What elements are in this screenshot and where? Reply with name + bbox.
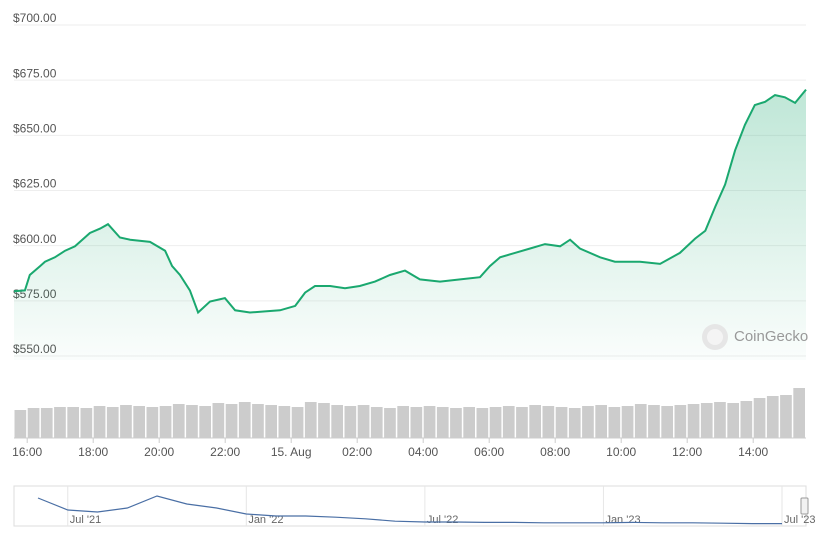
volume-bar <box>700 403 713 438</box>
volume-bar <box>291 407 304 438</box>
volume-bar <box>674 405 687 438</box>
volume-bar <box>542 406 555 438</box>
volume-bar <box>199 406 211 438</box>
volume-bar <box>714 402 726 438</box>
x-tick-label: 08:00 <box>540 445 570 459</box>
volume-bar <box>212 403 225 438</box>
x-tick-label: 15. Aug <box>271 445 312 459</box>
volume-bar <box>450 408 462 438</box>
volume-bar <box>14 410 27 438</box>
volume-bar <box>225 404 238 438</box>
navigator-line <box>37 495 782 525</box>
y-tick-label: $650.00 <box>13 122 57 136</box>
brand: CoinGecko <box>734 328 808 345</box>
volume-bar <box>463 407 475 438</box>
volume-bar <box>595 405 607 438</box>
volume-bar <box>252 404 264 438</box>
y-tick-label: $675.00 <box>13 66 57 80</box>
volume-bar <box>120 405 132 438</box>
watermark: CoinGecko <box>702 324 808 350</box>
volume-bar <box>331 405 343 438</box>
volume-bar <box>384 408 396 438</box>
volume-bar <box>133 406 145 438</box>
navigator-label: Jul '22 <box>427 514 458 526</box>
price-area <box>14 89 806 360</box>
volume-bar <box>555 407 568 438</box>
y-tick-label: $700.00 <box>13 11 57 25</box>
volume-bar <box>687 404 700 438</box>
volume-bar <box>318 403 330 438</box>
volume-bar <box>410 407 423 438</box>
x-tick-label: 10:00 <box>606 445 636 459</box>
x-tick-label: 06:00 <box>474 445 504 459</box>
volume-bar <box>489 407 502 438</box>
volume-bar <box>436 407 449 438</box>
volume-bar <box>661 406 673 438</box>
volume-bar <box>172 404 185 438</box>
volume-bar <box>502 406 515 438</box>
volume-bar <box>159 406 172 438</box>
navigator-label: Jul '21 <box>70 514 101 526</box>
price-line <box>13 88 807 315</box>
volume-bar <box>621 406 634 438</box>
volume-bar <box>793 388 805 438</box>
volume-bar <box>93 406 106 438</box>
volume-bar <box>67 407 79 438</box>
volume-bar <box>238 402 251 438</box>
navigator-handle <box>800 497 809 515</box>
x-tick-label: 20:00 <box>144 445 174 459</box>
volume-bar <box>753 398 766 438</box>
volume-bar <box>54 407 66 438</box>
volume-bar <box>727 403 739 438</box>
y-tick-label: $625.00 <box>13 177 57 191</box>
navigator-label: Jan '22 <box>248 514 283 526</box>
x-tick-label: 14:00 <box>738 445 768 459</box>
volume-bar <box>40 408 53 438</box>
volume-bar <box>304 402 317 438</box>
x-tick-label: 18:00 <box>78 445 108 459</box>
volume-bar <box>357 405 370 438</box>
x-tick-label: 16:00 <box>12 445 42 459</box>
x-tick-label: 12:00 <box>672 445 702 459</box>
volume-bar <box>740 401 753 438</box>
volume-bar <box>634 404 647 438</box>
x-tick-label: 04:00 <box>408 445 438 459</box>
volume-bar <box>146 407 159 438</box>
volume-bar <box>568 408 581 438</box>
volume-bar <box>516 407 528 438</box>
volume-bar <box>608 407 621 438</box>
volume-bar <box>766 396 779 438</box>
volume-bar <box>423 406 436 438</box>
volume-bar <box>27 408 40 438</box>
volume-bar <box>582 406 594 438</box>
navigator-label: Jan '23 <box>605 514 640 526</box>
volume-bar <box>344 406 357 438</box>
volume-bar <box>476 408 489 438</box>
volume-bar <box>106 407 119 438</box>
volume-bar <box>780 395 792 438</box>
volume-bar <box>186 405 198 438</box>
volume-bar <box>529 405 541 438</box>
x-tick-label: 22:00 <box>210 445 240 459</box>
y-tick-label: $600.00 <box>13 232 57 246</box>
volume-bar <box>370 407 383 438</box>
volume-bar <box>648 405 660 438</box>
volume-bar <box>265 405 277 438</box>
x-tick-label: 02:00 <box>342 445 372 459</box>
volume-bar <box>80 408 93 438</box>
volume-bar <box>397 406 409 438</box>
navigator-label: Jul '23 <box>784 514 815 526</box>
volume-bar <box>278 406 291 438</box>
